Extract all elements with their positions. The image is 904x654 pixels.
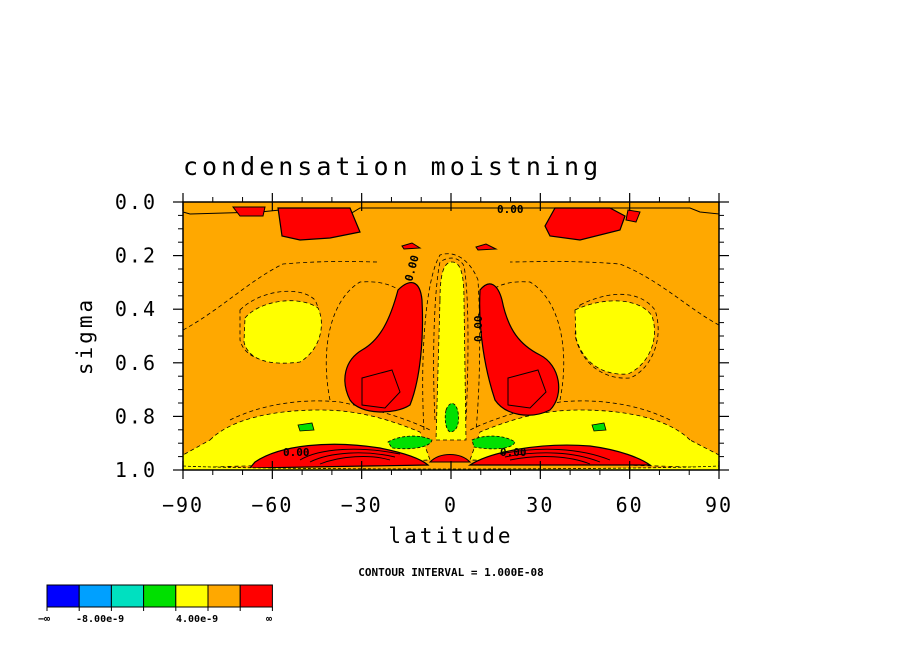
red-core-left: [361, 369, 401, 409]
red-patch-top-right-small: [625, 209, 641, 223]
colorbar-label-2: 4.00e-9: [176, 614, 218, 625]
colorbar-swatch: [207, 584, 241, 608]
colorbar-swatch: [46, 584, 80, 608]
green-patch-right: [471, 435, 516, 450]
yellow-column-center: [435, 261, 467, 441]
red-patch-top-left: [277, 207, 361, 241]
contour-label-lower-right: 0.00: [500, 446, 527, 459]
green-patch-far-right: [591, 422, 607, 432]
contour-label-top: 0.00: [497, 203, 524, 216]
green-patch-far-left: [297, 422, 315, 432]
y-tick-label: 0.4: [115, 297, 157, 321]
x-tick-label: 0: [444, 493, 458, 517]
colorbar-label-neg-inf: −∞: [38, 614, 50, 625]
red-patch-small-left: [401, 242, 422, 250]
yellow-blob-right: [574, 300, 655, 375]
x-tick-label: −60: [251, 493, 293, 517]
colorbar-swatch: [239, 584, 273, 608]
y-axis: 0.0 0.2 0.4 0.6 0.8 1.0: [115, 190, 729, 482]
green-patch-left: [387, 435, 433, 450]
x-tick-label: 60: [616, 493, 644, 517]
x-tick-label: 90: [705, 493, 733, 517]
colorbar-swatch: [110, 584, 145, 608]
x-axis: −90 −60 −30 0 30 60 90: [162, 193, 733, 517]
y-tick-label: 1.0: [115, 458, 157, 482]
colorbar-swatch: [175, 584, 209, 608]
red-patch-top-left-small: [231, 206, 266, 217]
x-axis-label: latitude: [388, 524, 513, 548]
y-tick-label: 0.8: [115, 404, 157, 428]
colorbar: [46, 584, 273, 611]
x-tick-label: −30: [341, 493, 383, 517]
colorbar-swatch: [143, 584, 177, 608]
x-tick-label: −90: [162, 493, 204, 517]
surface-band: [182, 443, 720, 471]
red-core-right: [507, 369, 547, 409]
x-tick-label: 30: [526, 493, 554, 517]
contour-label-right-column: 0.00: [472, 316, 485, 343]
y-tick-label: 0.0: [115, 190, 157, 214]
contour-label-lower-left: 0.00: [283, 446, 310, 459]
yellow-blob-left: [243, 300, 322, 364]
chart-title: condensation moistning: [183, 152, 602, 181]
colorbar-label-1: -8.00e-9: [76, 614, 124, 625]
contour-interval-note: CONTOUR INTERVAL = 1.000E-08: [358, 566, 543, 579]
colorbar-swatch: [78, 584, 112, 608]
colorbar-label-pos-inf: ∞: [266, 614, 272, 625]
green-patch-center: [444, 403, 459, 433]
y-tick-label: 0.6: [115, 351, 157, 375]
y-tick-label: 0.2: [115, 244, 157, 268]
y-axis-label: sigma: [73, 297, 97, 375]
red-patch-small-right: [475, 243, 498, 251]
red-patch-top-right: [544, 207, 626, 241]
